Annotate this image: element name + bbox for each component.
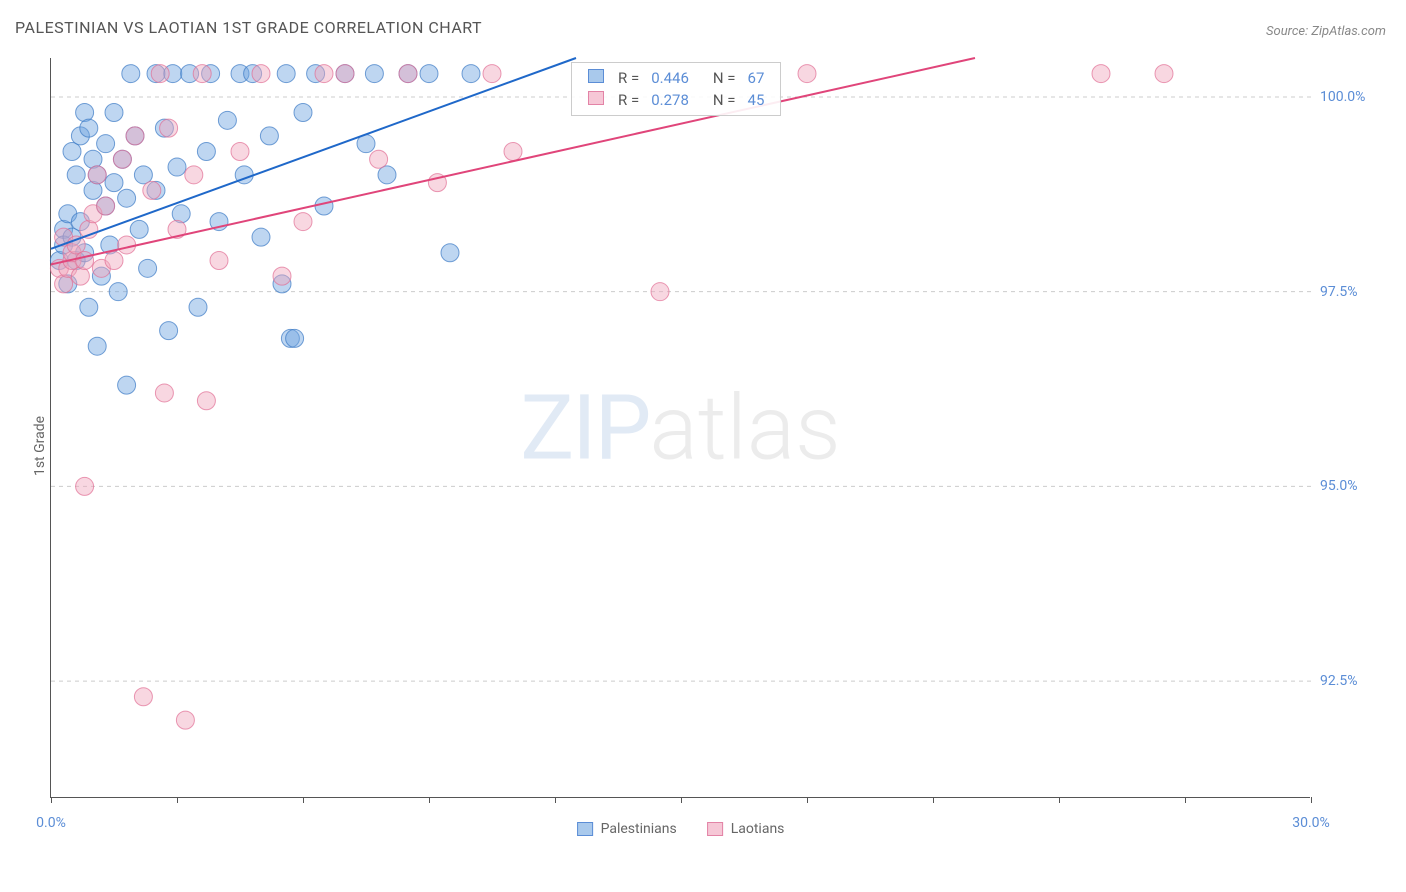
- y-axis-label: 1st Grade: [32, 416, 48, 476]
- data-point: [105, 252, 123, 270]
- source-label: Source: ZipAtlas.com: [1266, 24, 1386, 39]
- data-point: [76, 252, 94, 270]
- data-point: [97, 197, 115, 215]
- data-point: [105, 104, 123, 122]
- data-point: [88, 166, 106, 184]
- data-point: [155, 384, 173, 402]
- ytick-label: 100.0%: [1320, 89, 1380, 105]
- data-point: [231, 142, 249, 160]
- xtick: [1185, 797, 1186, 803]
- data-point: [441, 244, 459, 262]
- data-point: [277, 65, 295, 83]
- data-point: [1155, 65, 1173, 83]
- data-point: [1092, 65, 1110, 83]
- data-point: [365, 65, 383, 83]
- data-point: [378, 166, 396, 184]
- data-point: [483, 65, 501, 83]
- data-point: [218, 111, 236, 129]
- data-point: [105, 174, 123, 192]
- data-point: [67, 166, 85, 184]
- xtick: [1311, 797, 1312, 803]
- data-point: [76, 477, 94, 495]
- xtick: [177, 797, 178, 803]
- data-point: [315, 65, 333, 83]
- xtick: [303, 797, 304, 803]
- legend-item: Palestinians: [577, 821, 677, 837]
- data-point: [294, 213, 312, 231]
- trend-line: [51, 58, 975, 264]
- data-point: [189, 298, 207, 316]
- data-point: [252, 65, 270, 83]
- data-point: [185, 166, 203, 184]
- data-point: [134, 688, 152, 706]
- data-point: [210, 252, 228, 270]
- data-point: [84, 150, 102, 168]
- data-point: [172, 205, 190, 223]
- data-point: [109, 283, 127, 301]
- data-point: [76, 104, 94, 122]
- data-point: [197, 392, 215, 410]
- data-point: [294, 104, 312, 122]
- data-point: [315, 197, 333, 215]
- xtick: [555, 797, 556, 803]
- data-point: [504, 142, 522, 160]
- data-point: [55, 275, 73, 293]
- data-point: [197, 142, 215, 160]
- data-point: [399, 65, 417, 83]
- data-point: [651, 283, 669, 301]
- data-point: [336, 65, 354, 83]
- data-point: [420, 65, 438, 83]
- data-point: [168, 158, 186, 176]
- data-point: [88, 337, 106, 355]
- data-point: [113, 150, 131, 168]
- xtick: [1059, 797, 1060, 803]
- data-point: [176, 711, 194, 729]
- scatter-plot-svg: [51, 58, 1310, 797]
- xtick: [933, 797, 934, 803]
- data-point: [84, 181, 102, 199]
- data-point: [462, 65, 480, 83]
- xtick-label: 30.0%: [1292, 815, 1330, 831]
- ytick-label: 95.0%: [1320, 478, 1380, 494]
- data-point: [130, 220, 148, 238]
- xtick: [429, 797, 430, 803]
- data-point: [63, 142, 81, 160]
- ytick-label: 97.5%: [1320, 284, 1380, 300]
- data-point: [252, 228, 270, 246]
- chart-title: PALESTINIAN VS LAOTIAN 1ST GRADE CORRELA…: [15, 18, 482, 37]
- data-point: [798, 65, 816, 83]
- correlation-stats-box: R =0.446N =67R =0.278N =45: [571, 62, 781, 116]
- data-point: [193, 65, 211, 83]
- data-point: [143, 181, 161, 199]
- xtick: [807, 797, 808, 803]
- xtick-label: 0.0%: [36, 815, 66, 831]
- legend-item: Laotians: [707, 821, 785, 837]
- data-point: [118, 189, 136, 207]
- ytick-label: 92.5%: [1320, 673, 1380, 689]
- data-point: [260, 127, 278, 145]
- xtick: [681, 797, 682, 803]
- legend: Palestinians Laotians: [577, 821, 785, 837]
- data-point: [126, 127, 144, 145]
- data-point: [151, 65, 169, 83]
- data-point: [134, 166, 152, 184]
- data-point: [118, 376, 136, 394]
- data-point: [97, 135, 115, 153]
- xtick: [51, 797, 52, 803]
- data-point: [273, 267, 291, 285]
- data-point: [139, 259, 157, 277]
- data-point: [80, 298, 98, 316]
- plot-area: ZIPatlas R =0.446N =67R =0.278N =45 Pale…: [50, 58, 1310, 798]
- data-point: [71, 267, 89, 285]
- data-point: [122, 65, 140, 83]
- data-point: [160, 322, 178, 340]
- data-point: [80, 119, 98, 137]
- data-point: [160, 119, 178, 137]
- data-point: [286, 329, 304, 347]
- data-point: [118, 236, 136, 254]
- data-point: [370, 150, 388, 168]
